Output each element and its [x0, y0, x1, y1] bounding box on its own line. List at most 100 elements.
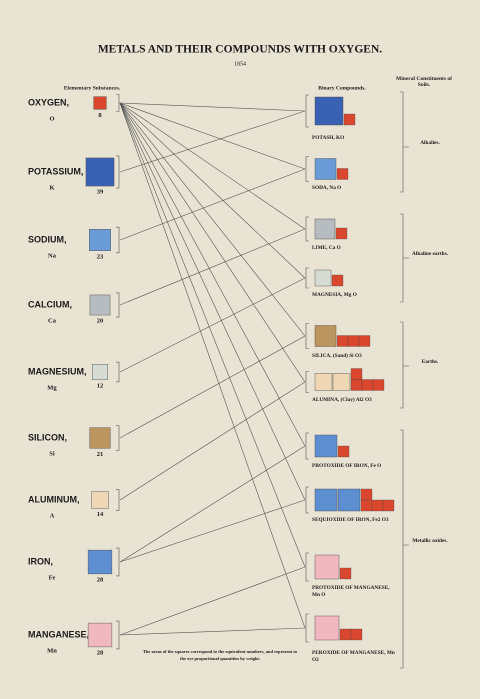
year: 1854 [234, 61, 246, 67]
metal-square [314, 554, 340, 580]
bracket [116, 620, 120, 650]
element-symbol: O [49, 115, 54, 122]
label-box: POTASH, KO [312, 135, 344, 141]
element-name: MANGANESE, [28, 629, 89, 639]
element-symbol: Ca [48, 317, 57, 324]
label-box: PROTOXIDE OF MANGANESE, Mn O [312, 585, 390, 598]
label-box: PEROXIDE OF MANGANESE, Mn O2 [312, 650, 395, 663]
header: Elementary Substances. [64, 85, 121, 91]
metal-square [314, 96, 344, 126]
metal-square [314, 615, 340, 641]
link [119, 228, 306, 306]
metal-square [314, 269, 332, 287]
oxygen-square [350, 628, 363, 641]
bracket [305, 267, 309, 289]
header: Mineral Constituents of Soils. [396, 76, 452, 88]
link [119, 627, 306, 636]
compound-label: SILICA, (Sand) Si O3 [312, 353, 362, 359]
group-box: Alkalies. [420, 140, 440, 146]
oxygen-square [331, 274, 344, 287]
element-symbol: Fe [49, 574, 56, 581]
oxygen-square [339, 567, 352, 580]
compound-label: SEQUIOXIDE OF IRON, Fe2 O3 [312, 517, 389, 523]
oxygen-square [358, 335, 371, 347]
link [119, 566, 306, 636]
label-box: LIME, Ca O [312, 245, 341, 251]
element-square [87, 549, 113, 575]
header: Binary Compounds. [318, 85, 366, 91]
oxygen-square [371, 499, 384, 512]
group-bracket [400, 91, 409, 193]
link [119, 102, 306, 501]
element-name: ALUMINUM, [28, 494, 80, 504]
group-label: Metallic oxides. [412, 538, 448, 544]
bracket [116, 547, 120, 577]
group-bracket [400, 321, 409, 409]
link [119, 102, 306, 447]
bracket [305, 486, 309, 514]
metal-square [314, 373, 333, 391]
element-number: 23 [97, 253, 104, 260]
oxygen-square [337, 445, 350, 458]
label-box: SEQUIOXIDE OF IRON, Fe2 O3 [312, 517, 389, 523]
link [119, 102, 306, 279]
element-square [87, 622, 113, 648]
link [119, 335, 306, 439]
element-name: SODIUM, [28, 234, 67, 244]
compound-label: SODA, Na O [312, 185, 342, 191]
link [119, 102, 306, 112]
element-square [89, 427, 111, 449]
element-number: 20 [97, 318, 104, 325]
compound-label: LIME, Ca O [312, 245, 341, 251]
group-label: Earths. [421, 359, 439, 365]
oxygen-square [382, 499, 395, 512]
element-name: OXYGEN, [28, 97, 69, 107]
link [119, 168, 306, 241]
bracket [305, 552, 309, 582]
metal-square [314, 158, 337, 180]
element-name: IRON, [28, 556, 53, 566]
link [119, 102, 306, 629]
oxygen-square [339, 628, 352, 641]
element-number: 28 [97, 576, 104, 583]
group-label: Alkalies. [420, 140, 440, 146]
oxygen-square [361, 379, 374, 391]
link [119, 499, 306, 563]
oxygen-square [350, 368, 363, 380]
compound-label: MAGNESIA, Mg O [312, 292, 357, 298]
group-box: Metallic oxides. [412, 538, 448, 544]
bracket [305, 371, 309, 393]
bracket [116, 361, 120, 383]
element-number: 14 [97, 511, 104, 518]
bracket [116, 425, 120, 451]
compound-label: PROTOXIDE OF MANGANESE, Mn O [312, 585, 390, 598]
label-box: MAGNESIA, Mg O [312, 292, 357, 298]
link [119, 381, 306, 501]
group-bracket [400, 213, 409, 303]
compound-label: PROTOXIDE OF IRON, Fe O [312, 463, 382, 469]
compound-label: PEROXIDE OF MANGANESE, Mn O2 [312, 650, 395, 663]
oxygen-square [360, 488, 373, 501]
metal-square [314, 488, 338, 512]
oxygen-square [372, 379, 385, 391]
link [119, 277, 306, 373]
header-box: Mineral Constituents of Soils. [396, 76, 452, 88]
element-symbol: Mn [47, 647, 57, 654]
element-name: MAGNESIUM, [28, 366, 87, 376]
label-box: SILICA, (Sand) Si O3 [312, 353, 362, 359]
label-box: PROTOXIDE OF IRON, Fe O [312, 463, 382, 469]
bracket [305, 432, 309, 460]
element-number: 39 [97, 189, 104, 196]
element-square [91, 491, 109, 509]
element-square [92, 364, 108, 380]
element-symbol: Si [49, 450, 55, 457]
element-number: 12 [97, 382, 104, 389]
group-label: Alkaline earths. [412, 251, 448, 257]
bracket [116, 292, 120, 318]
bracket [305, 613, 309, 643]
element-symbol: A [50, 512, 55, 519]
element-name: SILICON, [28, 432, 67, 442]
metal-square [314, 218, 336, 240]
compound-label: ALUMINA, (Clay) Al2 O3 [312, 397, 372, 403]
